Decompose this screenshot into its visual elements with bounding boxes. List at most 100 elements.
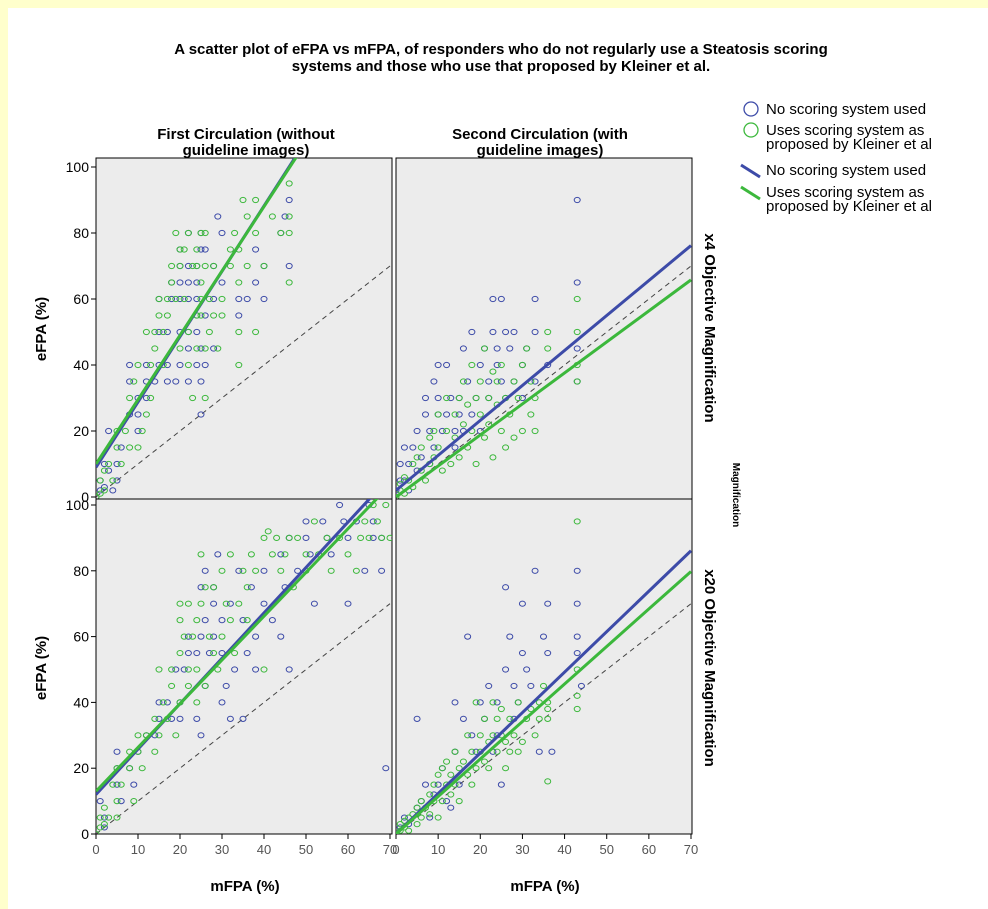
data-point-kleiner	[96, 493, 100, 499]
y-tick-label: 20	[73, 760, 89, 776]
panel-background	[395, 157, 693, 500]
data-point-kleiner	[176, 262, 184, 270]
data-point-none	[100, 824, 108, 831]
data-point-kleiner	[443, 758, 451, 765]
data-point-kleiner	[447, 771, 455, 778]
y-tick-label: 40	[73, 694, 89, 710]
x-tick-label: 50	[299, 842, 313, 857]
data-point-kleiner	[201, 584, 209, 591]
column-header-2b: guideline images)	[477, 142, 604, 159]
data-point-kleiner	[235, 600, 243, 607]
data-point-kleiner	[464, 401, 472, 408]
data-point-kleiner	[544, 328, 552, 336]
data-point-none	[226, 600, 234, 607]
data-point-none	[426, 427, 434, 435]
data-point-kleiner	[422, 477, 429, 484]
data-point-none	[459, 715, 467, 722]
data-point-none	[426, 814, 434, 821]
data-point-kleiner	[121, 427, 129, 435]
data-point-kleiner	[176, 345, 184, 352]
data-point-none	[577, 682, 585, 690]
data-point-none	[218, 229, 226, 237]
data-point-none	[184, 378, 192, 385]
data-point-none	[134, 411, 142, 418]
data-point-kleiner	[455, 394, 463, 402]
data-point-none	[100, 460, 108, 468]
data-point-kleiner	[455, 798, 463, 805]
data-point-none	[218, 699, 226, 706]
data-point-none	[155, 715, 163, 722]
data-point-kleiner	[510, 732, 518, 739]
data-point-kleiner	[243, 584, 251, 591]
data-point-kleiner	[96, 814, 104, 821]
data-point-none	[344, 534, 352, 542]
panel-background	[395, 498, 693, 835]
data-point-kleiner	[159, 699, 167, 706]
data-point-kleiner	[168, 682, 176, 690]
data-point-none	[210, 600, 218, 607]
legend-line-kleiner	[740, 185, 761, 201]
data-point-none	[117, 444, 125, 451]
data-point-kleiner	[277, 567, 285, 574]
data-point-kleiner	[226, 551, 234, 558]
data-point-kleiner	[434, 814, 442, 821]
data-point-kleiner	[96, 490, 104, 497]
data-point-kleiner	[434, 411, 442, 418]
data-point-none	[459, 345, 467, 352]
data-point-kleiner	[285, 534, 293, 542]
data-point-kleiner	[268, 551, 276, 558]
data-point-kleiner	[142, 328, 150, 336]
data-point-none	[434, 394, 442, 402]
data-point-kleiner	[285, 229, 293, 237]
data-point-kleiner	[323, 534, 331, 542]
data-point-none	[96, 487, 104, 494]
data-point-none	[443, 361, 451, 369]
data-point-kleiner	[489, 454, 497, 461]
data-point-none	[155, 699, 163, 706]
data-point-kleiner	[218, 633, 226, 640]
data-point-none	[243, 295, 251, 303]
data-point-none	[176, 361, 184, 369]
data-point-kleiner	[189, 262, 197, 270]
data-point-none	[327, 551, 335, 558]
data-point-kleiner	[96, 824, 104, 831]
data-point-none	[142, 394, 150, 402]
data-point-kleiner	[189, 394, 197, 402]
legend-line-none	[740, 163, 761, 179]
data-point-none	[176, 279, 184, 286]
data-point-none	[535, 748, 543, 755]
data-point-none	[472, 748, 480, 755]
data-point-kleiner	[481, 434, 488, 441]
data-point-none	[464, 633, 472, 640]
data-point-none	[518, 394, 526, 402]
data-point-none	[96, 798, 104, 805]
data-point-kleiner	[514, 748, 522, 755]
data-point-none	[573, 196, 581, 204]
data-point-none	[100, 814, 108, 821]
data-point-none	[193, 328, 201, 336]
data-point-kleiner	[226, 617, 234, 624]
data-point-kleiner	[193, 699, 201, 706]
data-point-none	[252, 246, 260, 253]
data-point-kleiner	[409, 460, 417, 468]
data-point-kleiner	[468, 748, 476, 755]
data-point-kleiner	[426, 811, 434, 818]
data-point-kleiner	[497, 705, 505, 713]
data-point-none	[252, 279, 260, 286]
data-point-kleiner	[147, 361, 155, 369]
data-point-kleiner	[134, 361, 142, 369]
data-point-none	[422, 394, 429, 402]
data-point-none	[134, 427, 142, 435]
data-point-none	[197, 584, 205, 591]
data-point-kleiner	[417, 444, 425, 451]
data-point-kleiner	[573, 328, 581, 336]
data-point-kleiner	[476, 411, 484, 418]
data-point-none	[142, 361, 150, 369]
data-point-kleiner	[476, 732, 484, 739]
legend: No scoring system used Uses scoring syste…	[740, 101, 932, 215]
data-point-none	[294, 567, 302, 574]
data-point-none	[247, 584, 255, 591]
data-point-none	[443, 411, 451, 418]
data-point-none	[168, 295, 176, 303]
data-point-kleiner	[396, 821, 404, 828]
